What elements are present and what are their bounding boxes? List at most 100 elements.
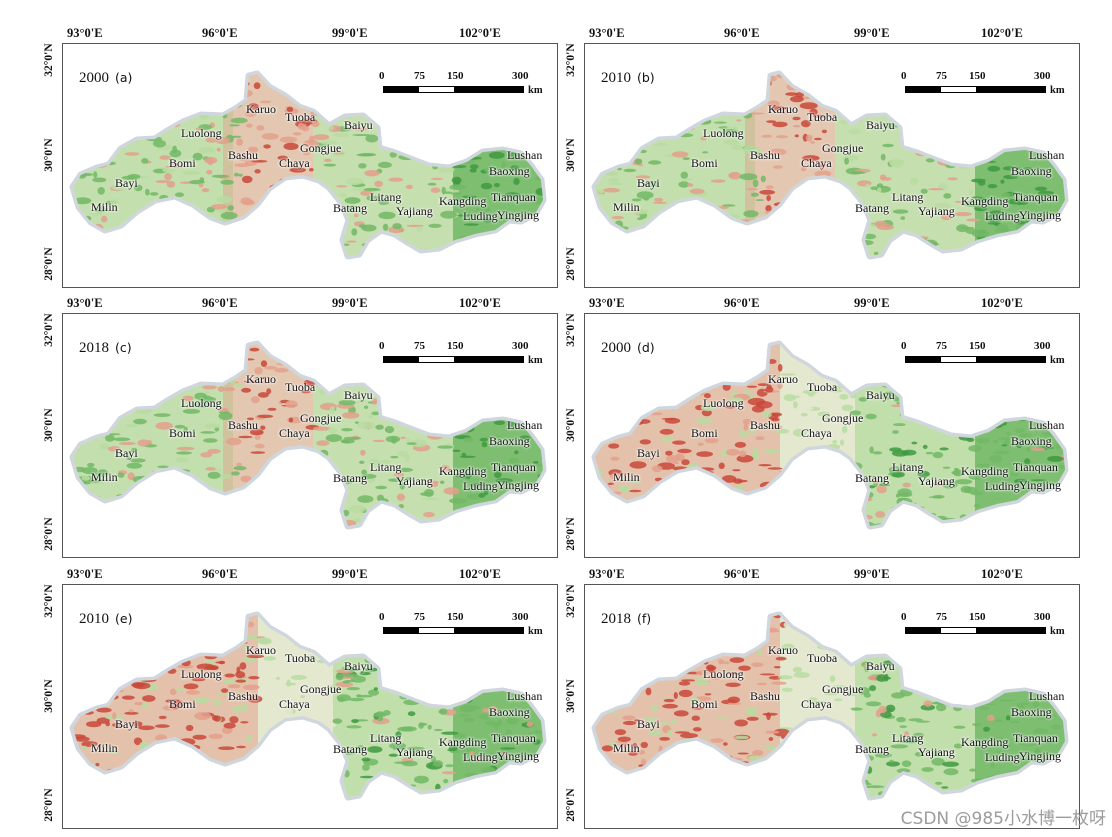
place-label: Tuoba [807,380,838,394]
scale-bar: 0 75 150 300 km [901,70,1079,100]
map-svg [69,611,547,801]
lon-label: 99°0'E [332,296,368,310]
scale-bar-tick: 300 [512,70,529,82]
lon-label: 96°0'E [202,26,238,40]
lon-label: 96°0'E [724,567,760,581]
place-label: Batang [333,742,367,756]
place-label: Gongjue [300,411,342,425]
scale-bar-tick: 0 [379,70,385,82]
scale-bar-unit: km [1050,626,1065,637]
scale-bar: 0 75 150 300 km [901,340,1079,370]
place-label: Batang [333,471,367,485]
scale-bar-graphic [905,627,1046,634]
scale-bar: 0 75 150 300 km [379,340,557,370]
place-label: Yajiang [396,745,433,759]
place-label: Kangding [961,194,1009,208]
map-svg [591,611,1069,801]
place-label: Chaya [279,426,310,440]
scale-bar-tick: 150 [969,70,986,82]
scale-bar-tick: 0 [901,611,907,623]
place-label: Baoxing [489,705,530,719]
place-label: Bashu [228,148,258,162]
panel-tag: (e) [115,611,133,626]
scale-bar-tick: 300 [1034,340,1051,352]
lat-label: 32°0'N [565,43,577,77]
panel-label: 2000 (a) [79,70,132,87]
lon-label: 99°0'E [332,26,368,40]
place-label: Karuo [768,643,798,657]
place-label: Kangding [961,735,1009,749]
panel-year: 2000 [79,70,109,86]
lat-label: 28°0'N [565,247,577,281]
place-label: Yajiang [918,745,955,759]
map-panel: 2018 (c) 0 75 150 300 km Karuo Tuoba Luolong Baiyu… [62,313,558,558]
place-label: Bashu [228,418,258,432]
scale-bar-tick: 150 [447,611,464,623]
map-panel: 2010 (e) 0 75 150 300 km Karuo Tuoba Luolong Baiyu… [62,584,558,829]
place-label: Chaya [279,697,310,711]
panel-year: 2000 [601,340,631,356]
place-label: Luolong [703,126,744,140]
place-label: Baoxing [1011,705,1052,719]
place-label: Bayi [115,446,138,460]
place-label: Litang [370,190,402,204]
place-label: Kangding [439,194,487,208]
lon-label: 96°0'E [724,26,760,40]
lon-label: 93°0'E [589,296,625,310]
place-label: Yajiang [918,204,955,218]
scale-bar-tick: 75 [936,340,947,352]
place-label: Batang [855,742,889,756]
scale-bar-graphic [383,627,524,634]
scale-bar-graphic [383,86,524,93]
place-label: Tuoba [285,651,316,665]
place-label: Milin [613,200,640,214]
panel-tag: (f) [637,611,652,626]
lon-label: 99°0'E [854,296,890,310]
place-label: Tianquan [1013,731,1058,745]
place-label: Lushan [1029,148,1065,162]
lat-label: 32°0'N [565,584,577,618]
place-label: Bayi [637,446,660,460]
panel-year: 2018 [79,340,109,356]
scale-bar-unit: km [528,355,543,366]
place-label: Tianquan [491,731,536,745]
scale-bar-tick: 75 [414,611,425,623]
place-label: Chaya [279,156,310,170]
lat-label: 30°0'N [43,679,55,713]
lat-label: 32°0'N [43,43,55,77]
lon-label: 96°0'E [202,567,238,581]
place-label: Bashu [750,148,780,162]
scale-bar-unit: km [1050,355,1065,366]
map-svg [591,340,1069,530]
place-label: Baoxing [489,434,530,448]
place-label: Karuo [246,372,276,386]
place-label: Batang [333,201,367,215]
place-label: Karuo [246,102,276,116]
scale-bar: 0 75 150 300 km [379,611,557,641]
lon-label: 99°0'E [854,567,890,581]
place-label: Tianquan [1013,460,1058,474]
place-label: Kangding [439,735,487,749]
panel-year: 2010 [79,611,109,627]
lon-label: 93°0'E [589,567,625,581]
panel-year: 2010 [601,70,631,86]
place-label: Milin [91,470,118,484]
panel-year: 2018 [601,611,631,627]
scale-bar-graphic [383,356,524,363]
scale-bar-tick: 300 [1034,70,1051,82]
lat-label: 30°0'N [565,138,577,172]
lat-label: 28°0'N [565,517,577,551]
place-label: Baiyu [344,118,373,132]
lon-label: 93°0'E [67,26,103,40]
place-label: Gongjue [300,682,342,696]
panel-label: 2010 (e) [79,611,132,628]
place-label: Luding [463,479,498,493]
place-label: Litang [370,460,402,474]
scale-bar-tick: 300 [1034,611,1051,623]
panel-tag: (b) [637,70,655,85]
place-label: Bomi [169,697,196,711]
map-svg [591,70,1069,260]
place-label: Milin [613,741,640,755]
place-label: Yingjing [1019,478,1062,492]
lon-label: 102°0'E [981,26,1023,40]
